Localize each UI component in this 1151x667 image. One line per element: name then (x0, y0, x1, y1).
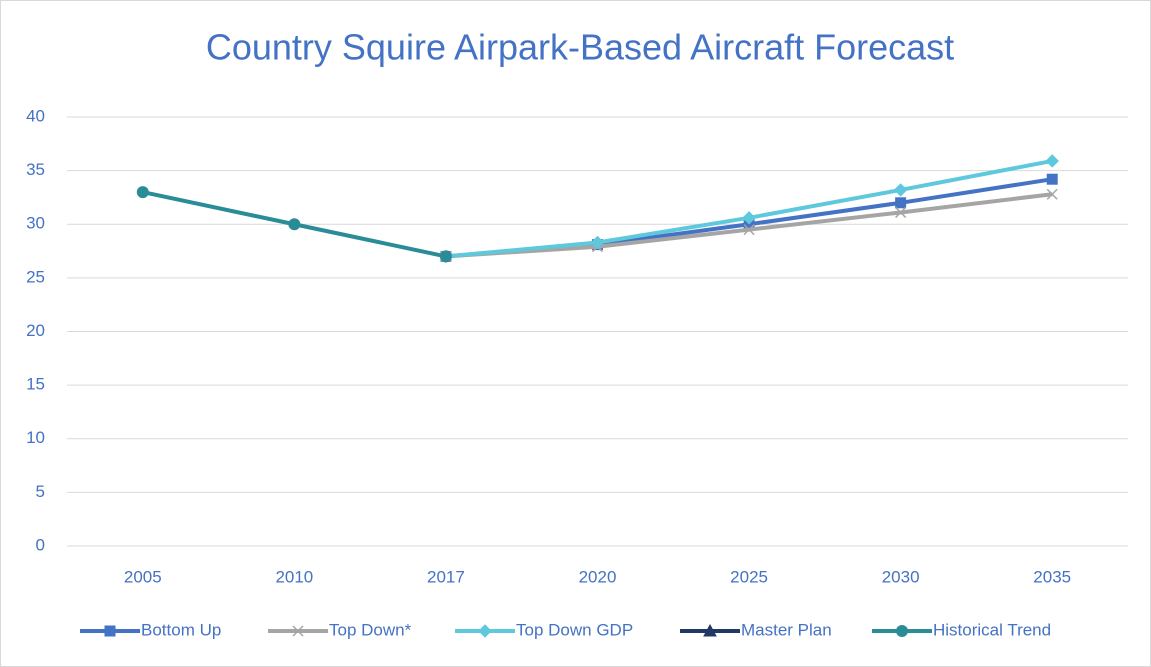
data-point (1046, 188, 1058, 200)
x-tick-label: 2017 (427, 567, 465, 586)
data-point (895, 197, 907, 209)
y-tick-label: 30 (26, 214, 45, 233)
y-tick-label: 0 (36, 535, 45, 554)
data-point (1045, 154, 1059, 168)
x-tick-label: 2005 (124, 567, 162, 586)
y-tick-label: 20 (26, 321, 45, 340)
y-tick-label: 35 (26, 160, 45, 179)
legend-marker (478, 624, 492, 638)
x-tick-label: 2020 (579, 567, 617, 586)
x-tick-label: 2025 (730, 567, 768, 586)
y-tick-label: 40 (26, 106, 45, 125)
data-point (288, 218, 301, 231)
legend-label: Bottom Up (141, 620, 221, 639)
x-tick-label: 2030 (882, 567, 920, 586)
legend-marker (896, 625, 908, 637)
legend-label: Top Down* (329, 620, 412, 639)
y-tick-label: 5 (36, 482, 45, 501)
legend-label: Top Down GDP (516, 620, 633, 639)
y-tick-label: 10 (26, 428, 45, 447)
legend-label: Historical Trend (933, 620, 1051, 639)
chart-title: Country Squire Airpark-Based Aircraft Fo… (206, 27, 954, 68)
y-tick-label: 15 (26, 375, 45, 394)
data-point (893, 183, 908, 197)
data-point (1046, 173, 1058, 185)
data-point (136, 186, 149, 199)
data-point (590, 235, 605, 250)
x-tick-label: 2035 (1033, 567, 1071, 586)
data-point (895, 206, 907, 218)
data-point (439, 250, 452, 263)
data-point (743, 224, 755, 236)
legend-marker (292, 625, 304, 637)
data-point (742, 211, 756, 225)
x-tick-label: 2010 (275, 567, 313, 586)
y-tick-label: 25 (26, 267, 45, 286)
legend-marker (703, 623, 717, 637)
legend-marker (104, 625, 116, 637)
legend-label: Master Plan (741, 620, 832, 639)
